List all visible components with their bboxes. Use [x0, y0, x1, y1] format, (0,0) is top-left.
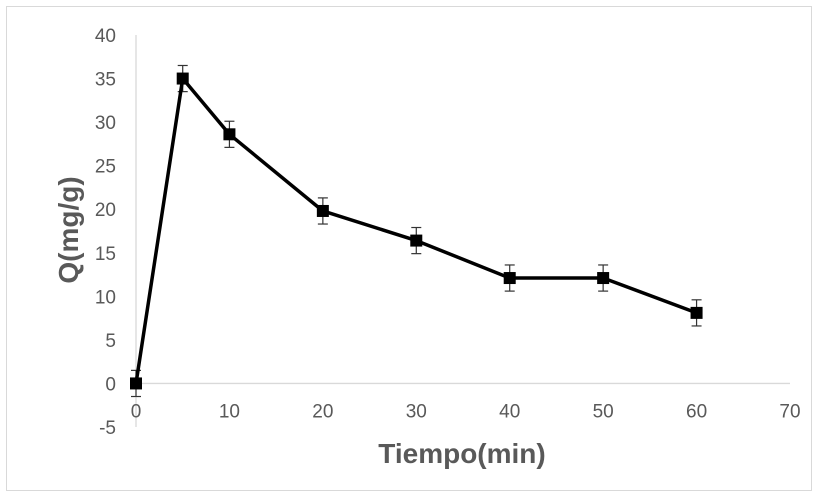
x-tick-label: 50	[593, 401, 614, 422]
x-tick-label: 60	[686, 401, 707, 422]
y-tick-label: 15	[95, 244, 116, 265]
x-tick-label: 10	[219, 401, 240, 422]
data-point	[597, 272, 610, 285]
data-point	[410, 234, 423, 247]
y-tick-label: 40	[95, 26, 116, 47]
y-tick-label: 35	[95, 70, 116, 91]
x-tick-label: 30	[406, 401, 427, 422]
x-tick-label: 20	[312, 401, 333, 422]
y-tick-labels: -5 0 5 10 15 20 25 30 35 40	[95, 26, 116, 439]
y-tick-label: 25	[95, 157, 116, 178]
data-point	[316, 204, 329, 217]
y-tick-label: 30	[95, 113, 116, 134]
x-tick-label: 0	[131, 401, 142, 422]
x-tick-label: 40	[499, 401, 520, 422]
data-point	[176, 72, 189, 85]
y-tick-label: 0	[105, 374, 116, 395]
x-tick-label: 70	[779, 401, 800, 422]
y-tick-label: 5	[105, 331, 116, 352]
data-point	[223, 128, 236, 141]
data-point	[130, 377, 142, 390]
data-point	[690, 306, 703, 319]
y-axis-title: Q(mg/g)	[53, 176, 84, 283]
y-tick-label: 20	[95, 200, 116, 221]
series-line	[134, 76, 698, 384]
y-tick-label: -5	[99, 418, 116, 439]
x-tick-labels: 0 10 20 30 40 50 60 70	[131, 401, 801, 422]
axes	[135, 35, 790, 427]
y-tick-label: 10	[95, 287, 116, 308]
chart-border	[6, 6, 812, 491]
data-markers	[130, 72, 703, 390]
x-axis-title: Tiempo(min)	[378, 438, 545, 469]
data-point	[503, 272, 516, 285]
